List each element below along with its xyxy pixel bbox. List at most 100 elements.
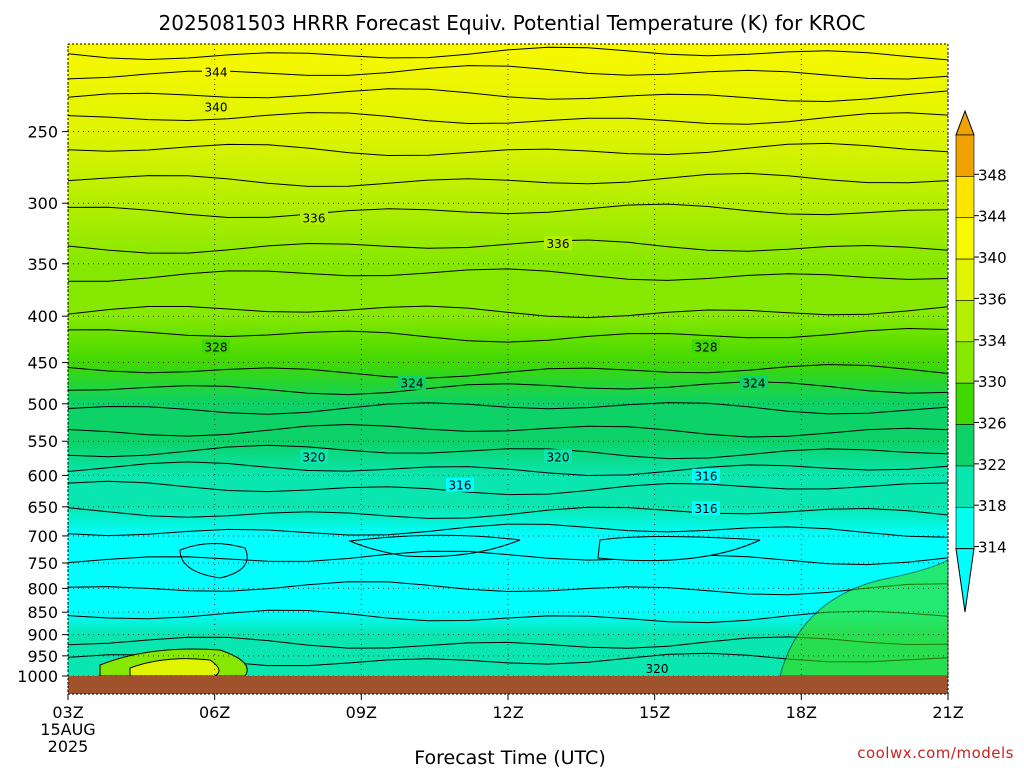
colorbar-label: 334: [978, 332, 1007, 350]
cyan-pocket: [597, 536, 761, 562]
contour-label-bg: [544, 449, 572, 464]
contour-label-text: 316: [695, 470, 718, 484]
y-tick-label: 300: [27, 194, 58, 213]
colorbar-swatch: [955, 424, 975, 467]
contour-label: 324: [398, 375, 426, 391]
contour-line: [67, 402, 949, 415]
colorbar-label: 340: [978, 249, 1007, 267]
y-tick-label: 850: [27, 603, 58, 622]
x-axis: 03Z 06Z 09Z 12Z 15Z 18Z 21Z: [52, 694, 964, 722]
contour-label-text: 320: [646, 662, 669, 676]
x-tick-label: 09Z: [346, 703, 377, 722]
surface-warm-core: [129, 658, 220, 677]
colorbar-swatch: [955, 506, 975, 549]
colorbar-label: 322: [978, 456, 1007, 474]
contour-label: 328: [202, 339, 230, 354]
x-date-year: 2025: [48, 737, 89, 756]
y-tick-label: 1000: [17, 667, 58, 686]
contour-label-bg: [300, 449, 328, 464]
y-tick-label: 550: [27, 432, 58, 451]
y-tick-label: 900: [27, 626, 58, 645]
contour-label-text: 336: [547, 237, 570, 251]
contour-label-bg: [740, 375, 768, 390]
colorbar: 348 344 340 336 334 330 326 322 318 314: [955, 109, 1007, 613]
contour-label: 340: [202, 99, 230, 114]
contour-label: 320: [300, 449, 328, 464]
contour-label: 328: [692, 339, 720, 354]
contour-label-bg: [446, 477, 474, 492]
plot-area: 344 340 336 336 328 328 324 324 320 320 316 316 316 3…: [67, 43, 949, 695]
contour-label-bg: [692, 339, 720, 354]
contour-line: [67, 363, 949, 379]
contour-label-text: 316: [695, 502, 718, 516]
ground-layer: [68, 676, 948, 694]
y-tick-label: 650: [27, 498, 58, 517]
contour-label-text: 344: [205, 65, 228, 79]
y-tick-label: 350: [27, 255, 58, 274]
y-tick-label: 500: [27, 395, 58, 414]
x-tick-label: 15Z: [639, 703, 670, 722]
contour-line: [67, 172, 949, 187]
x-tick-label: 21Z: [932, 703, 963, 722]
contour-line: [67, 381, 949, 396]
colorbar-label: 330: [978, 373, 1007, 391]
contour-line: [67, 327, 949, 343]
colorbar-top-arrow: [955, 109, 975, 136]
contour-line: [67, 88, 949, 103]
contour-label: 320: [544, 449, 572, 464]
contour-line: [67, 444, 949, 460]
contour-label: 316: [446, 477, 474, 493]
colorbar-label: 314: [978, 539, 1007, 557]
colorbar-label: 348: [978, 166, 1007, 184]
contour-label-text: 324: [743, 377, 766, 391]
contour-label-text: 336: [303, 212, 326, 226]
contour-label: 344: [202, 64, 230, 79]
y-tick-label: 600: [27, 466, 58, 485]
colorbar-label: 336: [978, 290, 1007, 308]
contour-label-bg: [398, 375, 426, 390]
colorbar-swatch: [955, 176, 975, 219]
colorbar-label: 318: [978, 497, 1007, 515]
colorbar-swatch: [955, 300, 975, 343]
x-axis-label: Forecast Time (UTC): [414, 747, 605, 768]
contour-label: 320: [643, 661, 671, 676]
contour-lines: [67, 46, 949, 677]
contour-label-bg: [692, 501, 720, 516]
y-tick-label: 400: [27, 307, 58, 326]
contour-label: 336: [544, 236, 572, 251]
y-tick-label: 250: [27, 123, 58, 142]
colorbar-swatch: [955, 341, 975, 384]
contour-loop: [348, 534, 521, 558]
contour-label-bg: [202, 64, 230, 79]
colorbar-label: 326: [978, 414, 1007, 432]
contour-label-text: 320: [303, 450, 326, 464]
contour-label-text: 328: [695, 340, 718, 354]
contour-label: 316: [692, 501, 720, 516]
x-tick-label: 12Z: [492, 703, 523, 722]
colorbar-bottom-arrow: [955, 548, 975, 613]
colorbar-swatch: [955, 465, 975, 508]
contour-label-bg: [202, 339, 230, 354]
x-tick-label: 03Z: [52, 703, 83, 722]
y-tick-label: 800: [27, 579, 58, 598]
contour-labels-group: 344 340 336 336 328 328 324 324 320 320 316 316 316 3…: [202, 64, 768, 676]
chart-title: 2025081503 HRRR Forecast Equiv. Potentia…: [159, 11, 866, 35]
colorbar-swatch: [955, 258, 975, 301]
x-tick-label: 18Z: [786, 703, 817, 722]
contour-label-text: 340: [205, 100, 228, 114]
credit-link[interactable]: coolwx.com/models: [857, 744, 1014, 762]
contour-label-bg: [300, 210, 328, 225]
contour-label: 316: [692, 468, 720, 484]
y-tick-label: 750: [27, 554, 58, 573]
contour-label-text: 328: [205, 340, 228, 354]
y-tick-label: 700: [27, 527, 58, 546]
colorbar-label: 344: [978, 208, 1007, 226]
contour-label-bg: [692, 468, 720, 483]
colorbar-swatch: [955, 217, 975, 260]
contour-label-text: 320: [547, 450, 570, 464]
contour-label-text: 316: [449, 479, 472, 493]
warm-wedge: [779, 559, 949, 677]
y-axis: 250 300 350 400 450 500 550 600 650 700 750 800 850 9…: [17, 123, 68, 686]
contour-label-bg: [202, 99, 230, 114]
